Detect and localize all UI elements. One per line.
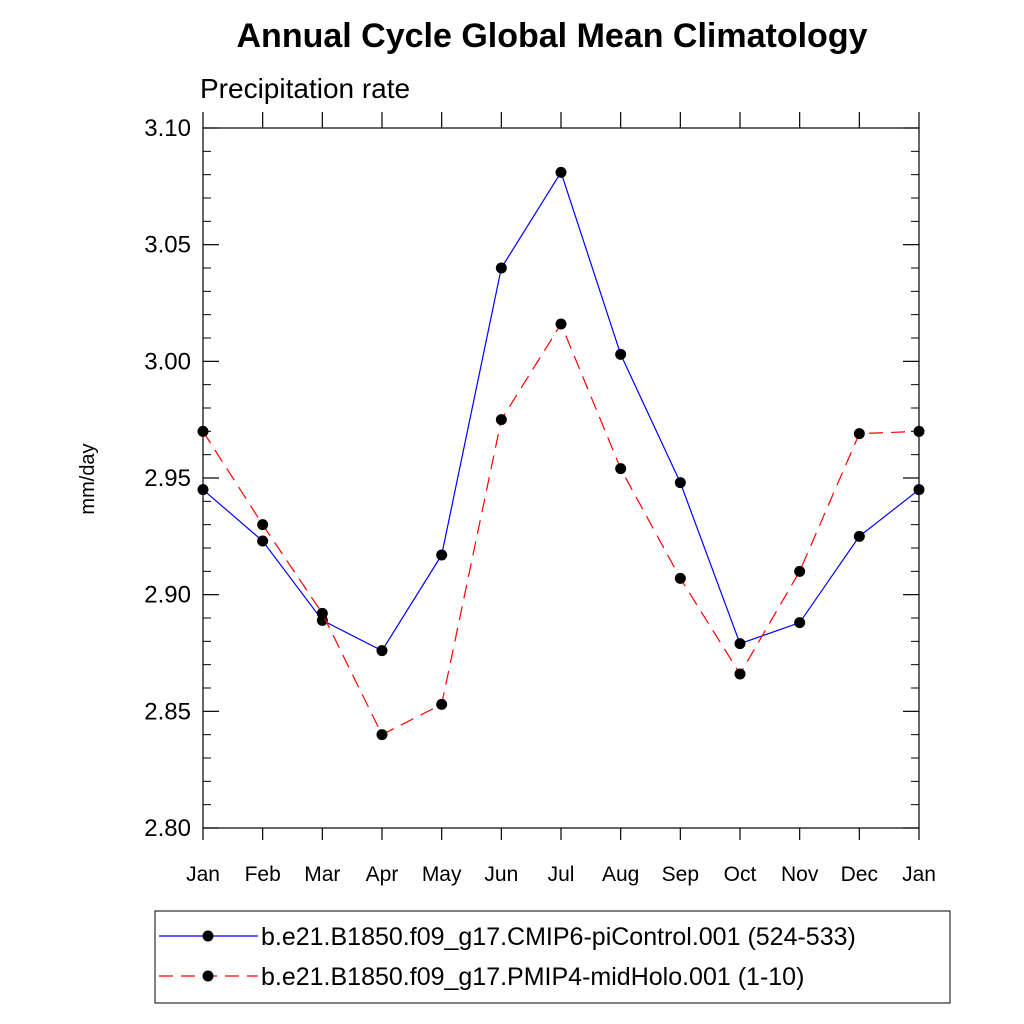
y-tick-label: 2.80	[144, 815, 191, 842]
y-tick-labels: 2.80 2.85 2.90 2.95 3.00 3.05 3.10	[144, 115, 191, 842]
legend-item-2: b.e21.B1850.f09_g17.PMIP4-midHolo.001 (1…	[159, 963, 804, 991]
legend-items: b.e21.B1850.f09_g17.CMIP6-piControl.001 …	[159, 923, 856, 991]
x-tick-label: Aug	[602, 863, 639, 886]
legend-marker	[202, 930, 214, 942]
legend-label: b.e21.B1850.f09_g17.CMIP6-piControl.001 …	[261, 923, 856, 951]
series-line	[202, 170, 920, 652]
plot-frame	[202, 127, 920, 829]
series-group	[197, 166, 925, 741]
data-point	[734, 668, 746, 680]
data-point	[436, 549, 448, 561]
data-point	[674, 572, 686, 584]
data-point	[853, 428, 865, 440]
x-tick-label: Nov	[781, 863, 819, 886]
legend: b.e21.B1850.f09_g17.CMIP6-piControl.001 …	[154, 910, 951, 1004]
data-point	[495, 262, 507, 274]
x-tick-label: Mar	[304, 863, 340, 886]
data-point	[376, 645, 388, 657]
data-point	[436, 698, 448, 710]
x-tick-label: Jan	[902, 863, 936, 886]
data-point	[197, 425, 209, 437]
data-point	[555, 166, 567, 178]
x-tick-label: Jul	[548, 863, 575, 886]
legend-label: b.e21.B1850.f09_g17.PMIP4-midHolo.001 (1…	[261, 963, 804, 991]
data-point	[555, 318, 567, 330]
data-point	[257, 519, 269, 531]
data-point	[376, 729, 388, 741]
y-tick-label: 2.90	[144, 582, 191, 609]
data-point	[674, 477, 686, 489]
chart-title: Annual Cycle Global Mean Climatology	[237, 17, 868, 55]
legend-box	[154, 910, 951, 1004]
x-tick-label: Sep	[662, 863, 699, 886]
axis-ticks	[202, 112, 920, 840]
series-2	[197, 318, 925, 741]
data-point	[615, 463, 627, 475]
y-axis-label: mm/day	[77, 443, 99, 514]
chart-subtitle: Precipitation rate	[200, 73, 410, 104]
x-tick-labels: Jan Feb Mar Apr May Jun Jul Aug Sep Oct Nov Dec Jan	[186, 863, 936, 886]
legend-marker	[202, 970, 214, 982]
data-point	[257, 535, 269, 547]
series-1	[197, 166, 925, 657]
x-tick-label: Oct	[724, 863, 757, 886]
y-tick-label: 3.05	[144, 232, 191, 259]
data-point	[197, 484, 209, 496]
x-tick-label: Apr	[366, 863, 399, 886]
y-tick-label: 2.85	[144, 698, 191, 725]
x-tick-label: Jan	[186, 863, 220, 886]
data-point	[794, 565, 806, 577]
x-tick-label: Jun	[484, 863, 518, 886]
legend-item-1: b.e21.B1850.f09_g17.CMIP6-piControl.001 …	[159, 923, 856, 951]
x-tick-label: Dec	[841, 863, 878, 886]
x-tick-label: May	[422, 863, 462, 886]
data-point	[794, 617, 806, 629]
y-tick-label: 2.95	[144, 465, 191, 492]
y-tick-label: 3.00	[144, 348, 191, 375]
data-point	[913, 425, 925, 437]
data-point	[913, 484, 925, 496]
data-point	[734, 638, 746, 650]
y-tick-label: 3.10	[144, 115, 191, 142]
x-tick-label: Feb	[245, 863, 281, 886]
data-point	[495, 414, 507, 426]
series-line	[202, 322, 920, 736]
data-point	[853, 530, 865, 542]
data-point	[316, 607, 328, 619]
data-point	[615, 348, 627, 360]
